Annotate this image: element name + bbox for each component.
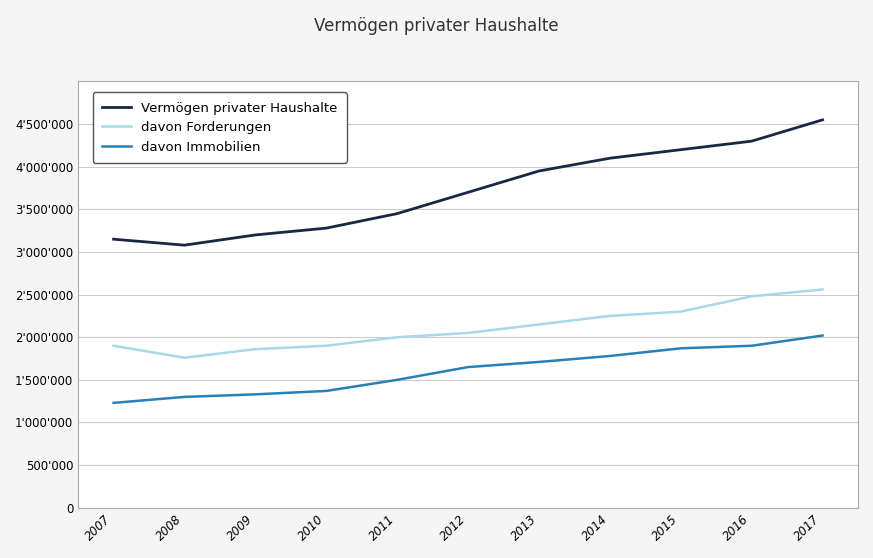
davon Forderungen: [179, 354, 189, 361]
Vermögen privater Haushalte: [251, 232, 261, 238]
Vermögen privater Haushalte: [463, 189, 473, 196]
Text: Vermögen privater Haushalte: Vermögen privater Haushalte: [314, 17, 559, 35]
davon Immobilien: [108, 400, 119, 406]
davon Forderungen: [392, 334, 402, 340]
davon Immobilien: [817, 332, 828, 339]
Vermögen privater Haushalte: [817, 117, 828, 123]
davon Immobilien: [746, 343, 757, 349]
davon Immobilien: [251, 391, 261, 398]
davon Forderungen: [746, 293, 757, 300]
davon Immobilien: [676, 345, 686, 352]
davon Forderungen: [251, 346, 261, 353]
davon Forderungen: [533, 321, 544, 328]
Vermögen privater Haushalte: [533, 167, 544, 174]
davon Forderungen: [463, 330, 473, 336]
Line: davon Immobilien: davon Immobilien: [113, 335, 822, 403]
Vermögen privater Haushalte: [108, 236, 119, 243]
davon Immobilien: [321, 388, 332, 395]
Vermögen privater Haushalte: [321, 225, 332, 232]
davon Immobilien: [179, 393, 189, 400]
davon Immobilien: [605, 353, 615, 359]
Vermögen privater Haushalte: [746, 138, 757, 145]
davon Forderungen: [605, 312, 615, 319]
davon Forderungen: [321, 343, 332, 349]
Legend: Vermögen privater Haushalte, davon Forderungen, davon Immobilien: Vermögen privater Haushalte, davon Forde…: [93, 92, 347, 163]
davon Forderungen: [108, 343, 119, 349]
Vermögen privater Haushalte: [392, 210, 402, 217]
davon Forderungen: [676, 309, 686, 315]
davon Forderungen: [817, 286, 828, 293]
Line: Vermögen privater Haushalte: Vermögen privater Haushalte: [113, 120, 822, 245]
Line: davon Forderungen: davon Forderungen: [113, 290, 822, 358]
Vermögen privater Haushalte: [676, 146, 686, 153]
Vermögen privater Haushalte: [179, 242, 189, 248]
davon Immobilien: [533, 359, 544, 365]
davon Immobilien: [392, 377, 402, 383]
Vermögen privater Haushalte: [605, 155, 615, 162]
davon Immobilien: [463, 364, 473, 371]
